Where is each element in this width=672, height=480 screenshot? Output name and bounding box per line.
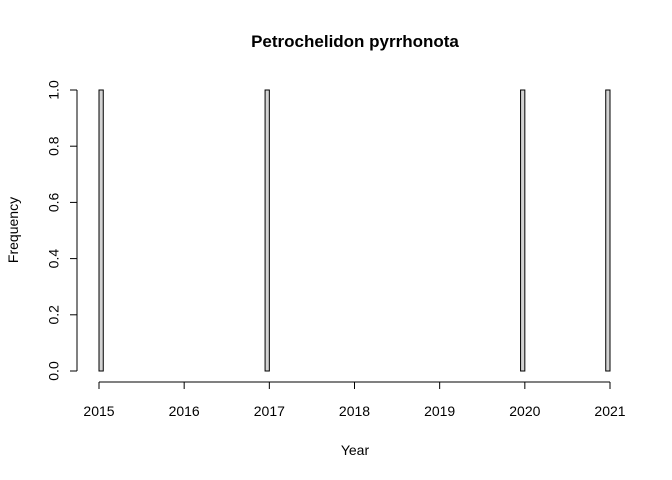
y-axis-label: Frequency: [5, 197, 21, 263]
bars-group: [98, 89, 611, 372]
y-tick-label: 0.2: [46, 305, 62, 325]
x-tick-label: 2021: [594, 403, 625, 419]
x-tick-label: 2016: [169, 403, 200, 419]
x-tick-label: 2015: [83, 403, 114, 419]
histogram-bar: [98, 89, 104, 372]
histogram-bar: [605, 89, 611, 372]
x-axis-label: Year: [341, 442, 370, 458]
y-tick-label: 1.0: [46, 80, 62, 100]
histogram-bar: [520, 89, 526, 372]
y-tick-label: 0.4: [46, 249, 62, 269]
y-tick-label: 0.0: [46, 361, 62, 381]
x-tick-label: 2017: [254, 403, 285, 419]
x-axis: 2015 2016 2017 2018 2019 2020 2021: [83, 381, 626, 419]
histogram-bar: [264, 89, 270, 372]
y-tick-label: 0.8: [46, 136, 62, 156]
y-tick-label: 0.6: [46, 192, 62, 212]
x-tick-label: 2020: [509, 403, 540, 419]
chart-title: Petrochelidon pyrrhonota: [251, 32, 459, 51]
x-tick-label: 2018: [339, 403, 370, 419]
x-tick-label: 2019: [424, 403, 455, 419]
y-axis: 0.0 0.2 0.4 0.6 0.8 1.0: [46, 80, 78, 381]
